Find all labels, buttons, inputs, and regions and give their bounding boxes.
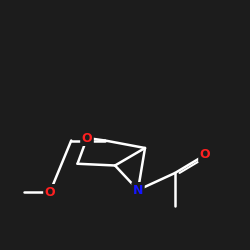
Text: O: O: [45, 186, 55, 198]
Text: O: O: [200, 148, 210, 162]
Text: O: O: [82, 132, 92, 144]
Text: N: N: [133, 184, 143, 196]
